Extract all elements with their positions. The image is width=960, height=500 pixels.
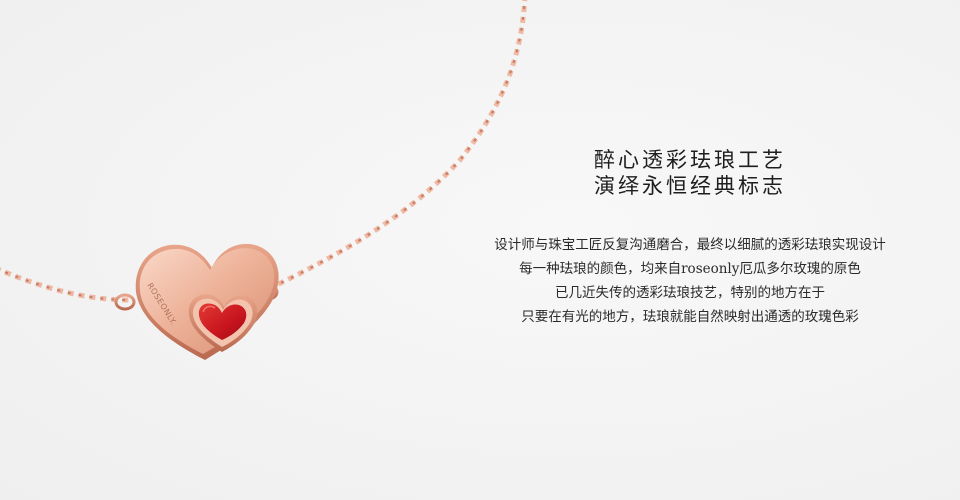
- description-line-3: 已几近失传的透彩珐琅技艺，特别的地方在于: [555, 285, 825, 301]
- headline-line-2: 演绎永恒经典标志: [594, 174, 786, 198]
- feature-copy: 醉心透彩珐琅工艺 演绎永恒经典标志 设计师与珠宝工匠反复沟通磨合，最终以细腻的透…: [440, 0, 940, 500]
- description-line-1: 设计师与珠宝工匠反复沟通磨合，最终以细腻的透彩珐琅实现设计: [494, 237, 886, 253]
- chain-left: [0, 267, 131, 303]
- headline-line-1: 醉心透彩珐琅工艺: [594, 148, 786, 172]
- chain-right: [260, 0, 528, 295]
- enamel-heart: [198, 303, 247, 340]
- description-line-4: 只要在有光的地方，珐琅就能自然映射出通透的玫瑰色彩: [521, 309, 859, 325]
- description-line-2: 每一种珐琅的颜色，均来自roseonly厄瓜多尔玫瑰的原色: [519, 261, 861, 277]
